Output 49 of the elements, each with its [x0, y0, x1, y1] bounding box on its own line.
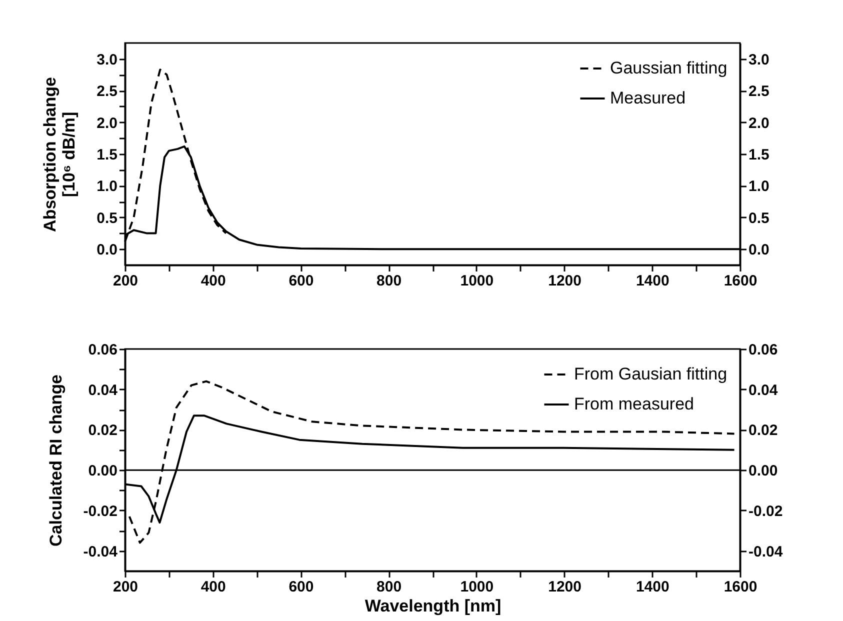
- legend-label: From Gausian fitting: [574, 364, 728, 384]
- x-tick-label: 1400: [636, 578, 670, 596]
- y-tick-label: 0.00: [88, 462, 118, 480]
- y2-tick-label: 2.0: [748, 114, 770, 132]
- x-tick-label: 1000: [460, 272, 494, 290]
- x-tick-label: 1600: [724, 272, 758, 290]
- y2-tick-label: 0.0: [748, 242, 770, 259]
- legend-label: From measured: [574, 394, 694, 414]
- x-tick-label: 600: [288, 272, 314, 290]
- y2-tick-label: 3.0: [748, 51, 770, 68]
- x-tick-label: 1600: [724, 578, 758, 596]
- y2-tick-label: -0.04: [748, 543, 784, 560]
- x-tick-label: 200: [112, 578, 138, 596]
- y-tick-label: 1.0: [96, 178, 118, 196]
- y2-tick-label: 2.5: [748, 83, 770, 100]
- x-tick-label: 400: [200, 578, 226, 596]
- y-tick-label: 2.0: [96, 114, 118, 132]
- y2-tick-label: 1.5: [748, 146, 770, 164]
- y2-tick-label: 0.02: [748, 422, 778, 440]
- x-tick-label: 200: [112, 272, 138, 290]
- x-tick-label: 1200: [548, 272, 582, 290]
- legend-label: Measured: [610, 88, 686, 108]
- x-axis-title: Wavelength [nm]: [364, 596, 502, 616]
- x-tick-label: 800: [376, 272, 402, 290]
- y-tick-label: 0.06: [88, 342, 118, 358]
- y2-tick-label: -0.02: [748, 502, 783, 520]
- y-tick-label: 0.02: [88, 422, 118, 440]
- y-tick-label: 2.5: [96, 83, 118, 100]
- y-tick-label: -0.02: [83, 502, 118, 520]
- x-tick-label: 1000: [460, 578, 494, 596]
- y2-tick-label: 0.06: [748, 342, 778, 358]
- y2-tick-label: 1.0: [748, 178, 770, 196]
- y2-tick-label: 0.04: [748, 382, 778, 399]
- x-tick-label: 400: [200, 272, 226, 290]
- x-tick-label: 600: [288, 578, 314, 596]
- y-tick-label: -0.04: [83, 543, 118, 560]
- x-tick-label: 1400: [636, 272, 670, 290]
- y-axis-title: Absorption change [10⁶ dB/m]: [40, 77, 79, 232]
- y-axis-title: Calculated RI change: [46, 374, 66, 546]
- x-tick-label: 1200: [548, 578, 582, 596]
- x-tick-label: 800: [376, 578, 402, 596]
- y-tick-label: 1.5: [96, 146, 118, 164]
- y-tick-label: 3.0: [96, 51, 118, 68]
- y-tick-label: 0.04: [88, 382, 118, 399]
- y-tick-label: 0.0: [96, 242, 118, 259]
- legend-label: Gaussian fitting: [610, 58, 728, 78]
- y2-tick-label: 0.5: [748, 210, 770, 227]
- y-tick-label: 0.5: [96, 210, 118, 227]
- y2-tick-label: 0.00: [748, 462, 778, 480]
